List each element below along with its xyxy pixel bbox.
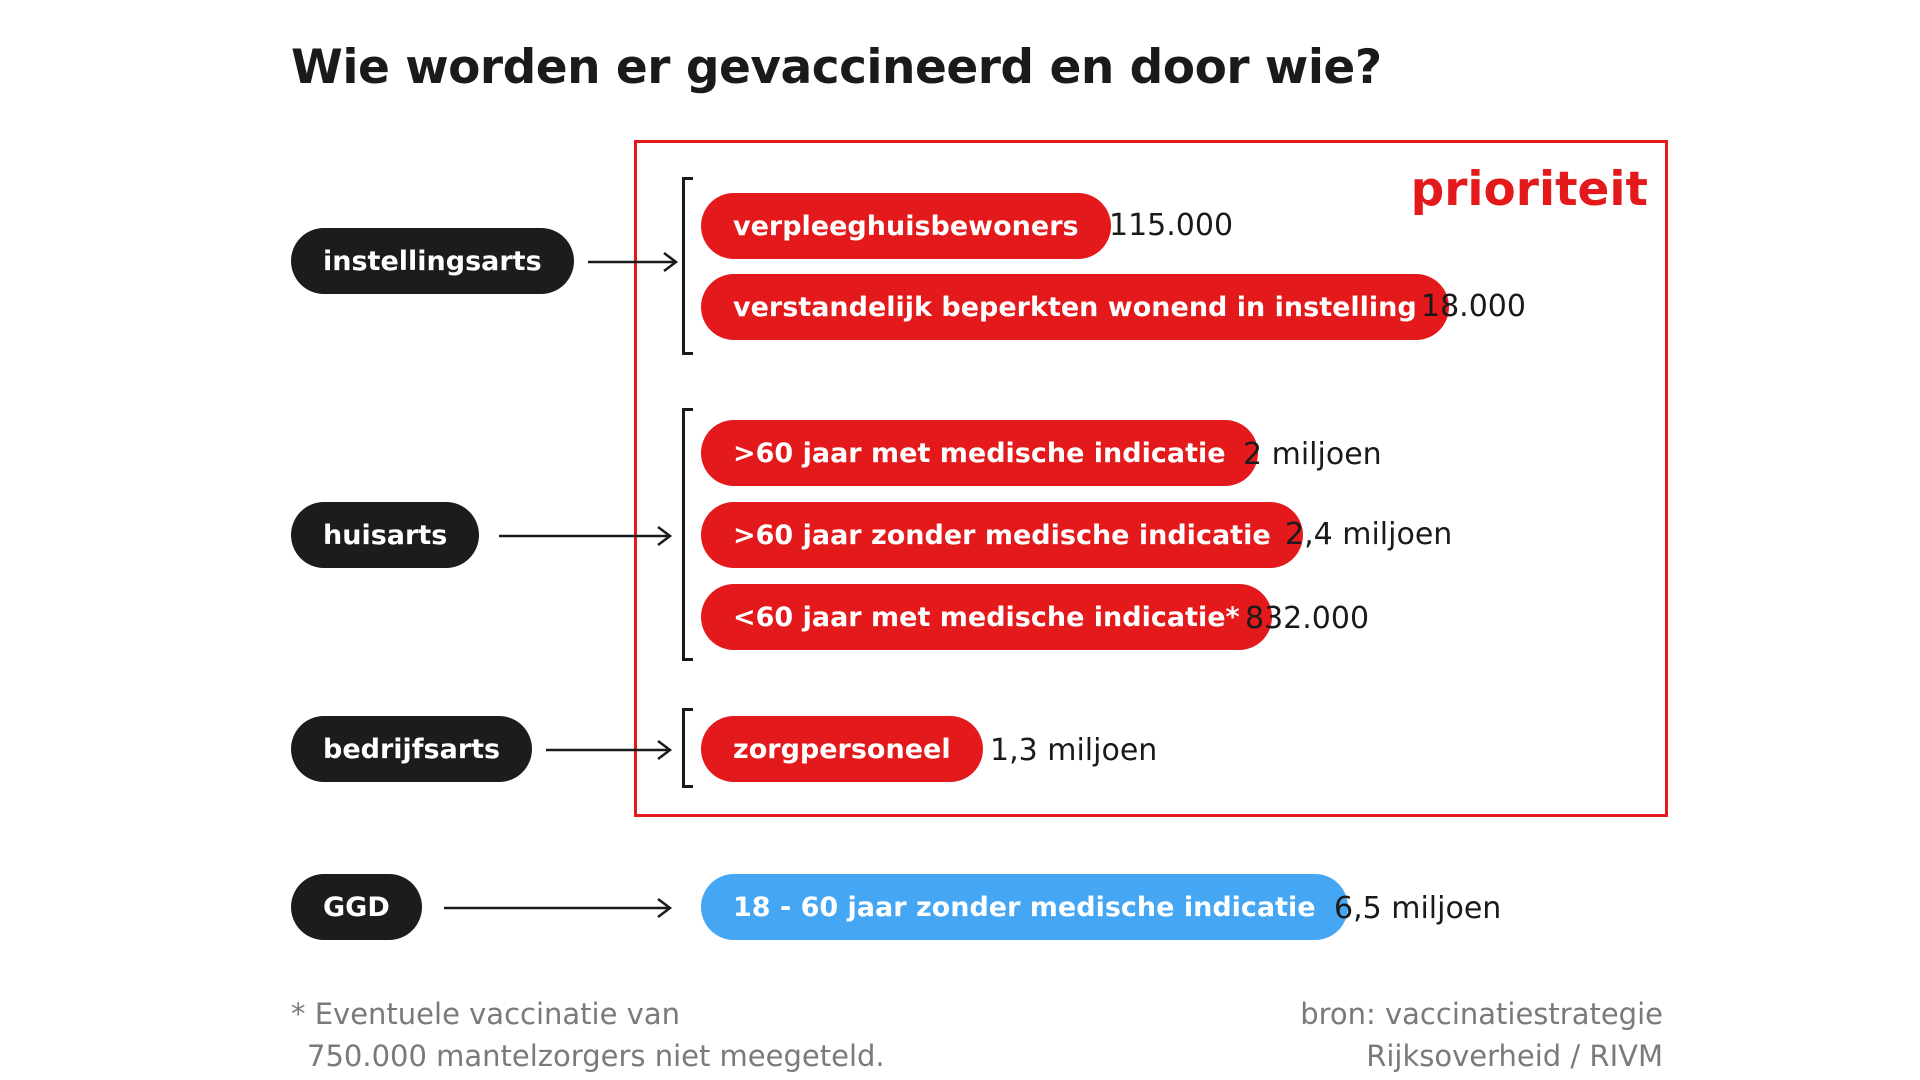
group-bracket: [682, 408, 693, 661]
group-pill: zorgpersoneel: [701, 716, 983, 782]
group-count: 832.000: [1245, 601, 1370, 636]
group-pill-ggd: 18 - 60 jaar zonder medische indicatie: [701, 874, 1348, 940]
footnote-line: * Eventuele vaccinatie van: [291, 997, 680, 1031]
group-bracket: [682, 177, 693, 355]
priority-box: [634, 140, 1668, 817]
group-count: 115.000: [1109, 208, 1234, 243]
source-line: Rijksoverheid / RIVM: [1366, 1039, 1663, 1073]
doctor-huisarts: huisarts: [291, 502, 480, 568]
page-title: Wie worden er gevaccineerd en door wie?: [291, 40, 1382, 95]
group-pill: verstandelijk beperkten wonend in instel…: [701, 274, 1449, 340]
group-count: 2,4 miljoen: [1285, 517, 1453, 552]
source-credit: bron: vaccinatiestrategie Rijksoverheid …: [1300, 993, 1663, 1077]
group-pill: <60 jaar met medische indicatie*: [701, 584, 1272, 650]
group-count: 6,5 miljoen: [1334, 891, 1502, 926]
group-count: 18.000: [1421, 289, 1526, 324]
group-pill: >60 jaar met medische indicatie: [701, 420, 1258, 486]
footnote: * Eventuele vaccinatie van 750.000 mante…: [291, 993, 885, 1077]
group-pill: >60 jaar zonder medische indicatie: [701, 502, 1303, 568]
source-line: bron: vaccinatiestrategie: [1300, 997, 1663, 1031]
group-count: 1,3 miljoen: [990, 733, 1158, 768]
arrow-right-icon: [588, 252, 679, 272]
priority-label: prioriteit: [1410, 162, 1648, 217]
group-pill: verpleeghuisbewoners: [701, 193, 1111, 259]
group-count: 2 miljoen: [1243, 437, 1382, 472]
arrow-right-icon: [499, 526, 673, 546]
group-bracket: [682, 708, 693, 788]
doctor-ggd: GGD: [291, 874, 422, 940]
doctor-bedrijfsarts: bedrijfsarts: [291, 716, 533, 782]
arrow-right-icon: [546, 740, 673, 760]
arrow-right-icon: [444, 898, 673, 918]
doctor-instellingsarts: instellingsarts: [291, 228, 574, 294]
footnote-line: 750.000 mantelzorgers niet meegeteld.: [307, 1039, 885, 1073]
